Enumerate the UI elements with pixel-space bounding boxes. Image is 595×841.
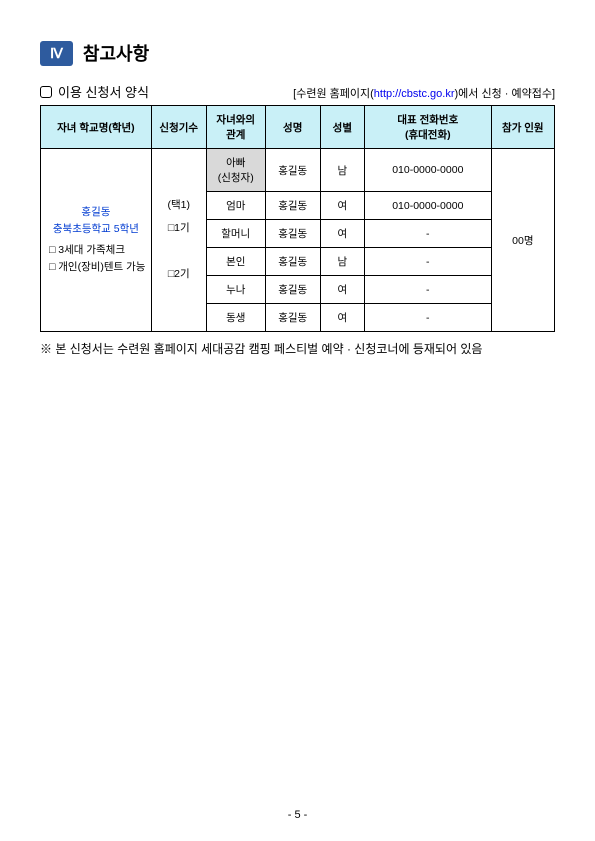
cell-relation: 엄마: [206, 192, 265, 220]
period-cell: (택1) □1기 □2기: [151, 149, 206, 332]
period-line3: □2기: [156, 263, 202, 286]
th-school: 자녀 학교명(학년): [41, 106, 152, 149]
cell-name: 홍길동: [265, 248, 320, 276]
student-cell: 홍길동 충북초등학교 5학년 □ 3세대 가족체크 □ 개인(장비)텐트 가능: [41, 149, 152, 332]
cell-gender: 여: [320, 304, 364, 332]
check-3gen: □ 3세대 가족체크: [45, 242, 147, 259]
cell-phone: -: [364, 276, 491, 304]
period-line1: (택1): [156, 194, 202, 217]
table-header-row: 자녀 학교명(학년) 신청기수 자녀와의 관계 성명 성별 대표 전화번호 (휴…: [41, 106, 555, 149]
cell-relation: 본인: [206, 248, 265, 276]
subheader-left: 이용 신청서 양식: [40, 82, 149, 101]
subheader-right-suffix: )에서 신청 · 예약접수]: [454, 88, 555, 100]
subheader-right-prefix: [수련원 홈페이지(: [293, 88, 374, 100]
cell-relation: 아빠 (신청자): [206, 149, 265, 192]
check-tent: □ 개인(장비)텐트 가능: [45, 259, 147, 276]
subheader-left-text: 이용 신청서 양식: [58, 82, 149, 101]
cell-relation: 누나: [206, 276, 265, 304]
period-line2: □1기: [156, 217, 202, 240]
footer-note: ※ 본 신청서는 수련원 홈페이지 세대공감 캠핑 페스티벌 예약 · 신청코너…: [40, 340, 555, 357]
cell-name: 홍길동: [265, 149, 320, 192]
homepage-link[interactable]: http://cbstc.go.kr: [374, 88, 455, 100]
header-badge: Ⅳ: [40, 41, 73, 66]
subheader-right: [수련원 홈페이지(http://cbstc.go.kr)에서 신청 · 예약접…: [293, 85, 555, 101]
cell-phone: -: [364, 248, 491, 276]
cell-phone: -: [364, 304, 491, 332]
header-title: 참고사항: [83, 40, 149, 66]
cell-gender: 남: [320, 149, 364, 192]
th-phone: 대표 전화번호 (휴대전화): [364, 106, 491, 149]
cell-gender: 여: [320, 192, 364, 220]
cell-gender: 남: [320, 248, 364, 276]
student-name: 홍길동: [45, 204, 147, 221]
cell-relation: 할머니: [206, 220, 265, 248]
th-period: 신청기수: [151, 106, 206, 149]
cell-phone: 010-0000-0000: [364, 149, 491, 192]
people-cell: 00명: [491, 149, 554, 332]
checkbox-icon: [40, 86, 52, 98]
student-school: 충북초등학교 5학년: [45, 221, 147, 238]
th-relation: 자녀와의 관계: [206, 106, 265, 149]
cell-phone: -: [364, 220, 491, 248]
cell-gender: 여: [320, 276, 364, 304]
period-gap: [156, 240, 202, 263]
cell-name: 홍길동: [265, 220, 320, 248]
cell-name: 홍길동: [265, 276, 320, 304]
cell-name: 홍길동: [265, 304, 320, 332]
table-row: 홍길동 충북초등학교 5학년 □ 3세대 가족체크 □ 개인(장비)텐트 가능 …: [41, 149, 555, 192]
page-number: - 5 -: [288, 809, 308, 821]
th-people: 참가 인원: [491, 106, 554, 149]
cell-relation: 동생: [206, 304, 265, 332]
application-form-table: 자녀 학교명(학년) 신청기수 자녀와의 관계 성명 성별 대표 전화번호 (휴…: [40, 105, 555, 332]
cell-gender: 여: [320, 220, 364, 248]
cell-phone: 010-0000-0000: [364, 192, 491, 220]
th-gender: 성별: [320, 106, 364, 149]
section-header: Ⅳ 참고사항: [40, 40, 555, 66]
th-name: 성명: [265, 106, 320, 149]
cell-name: 홍길동: [265, 192, 320, 220]
subheader: 이용 신청서 양식 [수련원 홈페이지(http://cbstc.go.kr)에…: [40, 82, 555, 101]
